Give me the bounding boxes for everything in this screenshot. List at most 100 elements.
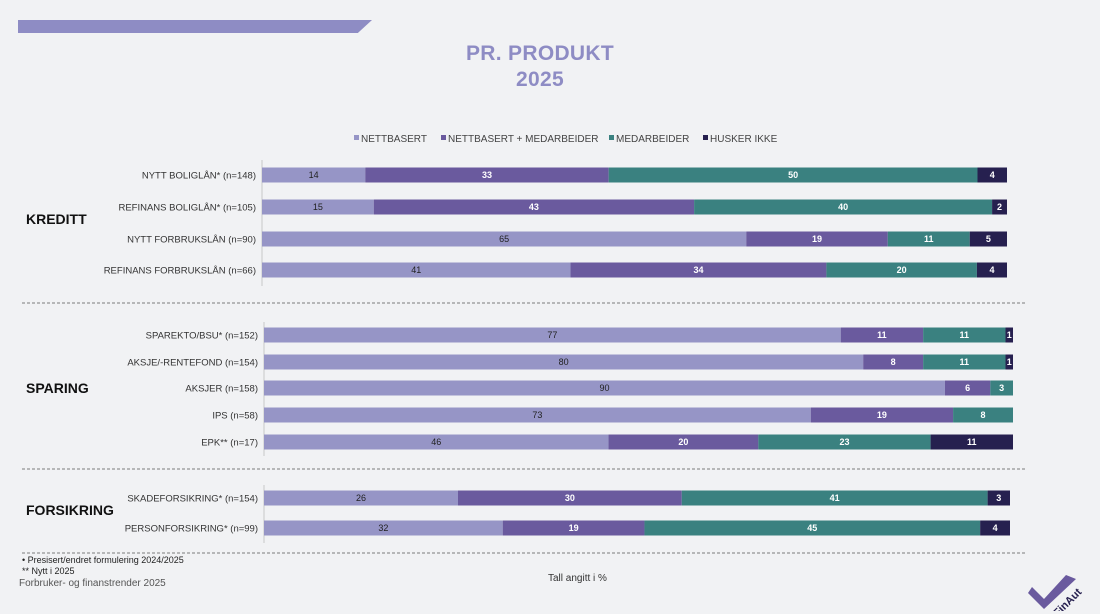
bar-segment bbox=[987, 490, 1010, 506]
data-label: 40 bbox=[838, 202, 848, 212]
bar-segment bbox=[923, 327, 1006, 343]
legend-swatch bbox=[609, 135, 614, 140]
data-label: 34 bbox=[693, 265, 703, 275]
data-label: 20 bbox=[897, 265, 907, 275]
legend-label: HUSKER IKKE bbox=[710, 134, 778, 145]
category-label: SPAREKTO/BSU* (n=152) bbox=[146, 331, 258, 342]
data-label: 50 bbox=[788, 170, 798, 180]
data-label: 41 bbox=[411, 265, 421, 275]
data-label: 15 bbox=[313, 202, 323, 212]
data-label: 1 bbox=[1007, 357, 1012, 367]
category-label: REFINANS FORBRUKSLÅN (n=66) bbox=[104, 266, 256, 277]
bar-segment bbox=[694, 199, 993, 215]
data-label: 8 bbox=[891, 357, 896, 367]
legend-swatch bbox=[441, 135, 446, 140]
data-label: 19 bbox=[812, 234, 822, 244]
legend-swatch bbox=[703, 135, 708, 140]
footnote-asterisk: • Presisert/endret formulering 2024/2025 bbox=[22, 555, 184, 565]
footnote-bullet: • bbox=[22, 555, 26, 565]
category-label: IPS (n=58) bbox=[212, 411, 258, 422]
data-label: 90 bbox=[599, 383, 609, 393]
bar-segment bbox=[262, 167, 366, 183]
bar-segment bbox=[681, 490, 988, 506]
bar-segment bbox=[923, 354, 1006, 370]
bar-segment bbox=[608, 434, 759, 450]
bar-segment bbox=[980, 520, 1010, 536]
footnote-2: ** Nytt i 2025 bbox=[22, 566, 75, 576]
chart-title: PR. PRODUKT bbox=[466, 42, 614, 65]
data-label: 4 bbox=[993, 523, 998, 533]
category-label: REFINANS BOLIGLÅN* (n=105) bbox=[118, 203, 256, 214]
bar-segment bbox=[969, 231, 1007, 247]
bar-segment bbox=[976, 262, 1007, 278]
finaut-logo: FinAut bbox=[1028, 575, 1084, 611]
bar-segment bbox=[457, 490, 682, 506]
category-label: AKSJER (n=158) bbox=[185, 384, 258, 395]
chart-subtitle: 2025 bbox=[516, 68, 564, 91]
brand-footer: Forbruker- og finanstrender 2025 bbox=[19, 578, 166, 589]
data-label: 11 bbox=[877, 330, 887, 340]
bar-segment bbox=[930, 434, 1013, 450]
bar-segment bbox=[1005, 327, 1013, 343]
footnote-1: Presisert/endret formulering 2024/2025 bbox=[27, 555, 184, 565]
data-label: 3 bbox=[999, 383, 1004, 393]
data-label: 11 bbox=[924, 234, 934, 244]
unit-note: Tall angitt i % bbox=[548, 573, 607, 584]
bar-segment bbox=[1005, 354, 1013, 370]
bar-segment bbox=[373, 199, 695, 215]
bar-segment bbox=[264, 490, 458, 506]
data-label: 23 bbox=[839, 437, 849, 447]
bar-segment bbox=[992, 199, 1007, 215]
bar-segment bbox=[264, 434, 609, 450]
category-label: NYTT BOLIGLÅN* (n=148) bbox=[142, 171, 256, 182]
bar-segment bbox=[810, 407, 954, 423]
bar-segment bbox=[264, 407, 811, 423]
data-label: 45 bbox=[807, 523, 817, 533]
group-label: FORSIKRING bbox=[26, 502, 114, 518]
category-label: PERSONFORSIKRING* (n=99) bbox=[125, 524, 258, 535]
bar-segment bbox=[264, 327, 841, 343]
data-label: 26 bbox=[356, 493, 366, 503]
bar-segment bbox=[502, 520, 645, 536]
data-label: 46 bbox=[431, 437, 441, 447]
data-label: 32 bbox=[378, 523, 388, 533]
data-label: 4 bbox=[989, 265, 994, 275]
data-label: 4 bbox=[990, 170, 995, 180]
data-label: 6 bbox=[965, 383, 970, 393]
bar-segment bbox=[840, 327, 924, 343]
data-label: 65 bbox=[499, 234, 509, 244]
data-label: 11 bbox=[967, 437, 977, 447]
bar-segment bbox=[746, 231, 888, 247]
bar-segment bbox=[887, 231, 970, 247]
data-label: 3 bbox=[996, 493, 1001, 503]
data-label: 33 bbox=[482, 170, 492, 180]
data-label: 5 bbox=[986, 234, 991, 244]
data-label: 2 bbox=[997, 202, 1002, 212]
top-accent-band bbox=[18, 20, 372, 33]
data-label: 41 bbox=[830, 493, 840, 503]
logo-check-mark bbox=[1028, 575, 1076, 609]
bar-segment bbox=[264, 520, 503, 536]
bar-segment bbox=[990, 380, 1013, 396]
bar-segment bbox=[644, 520, 981, 536]
category-label: NYTT FORBRUKSLÅN (n=90) bbox=[127, 235, 256, 246]
bar-segment bbox=[826, 262, 977, 278]
group-label: KREDITT bbox=[26, 211, 87, 227]
category-label: AKSJE/-RENTEFOND (n=154) bbox=[127, 358, 258, 369]
data-label: 73 bbox=[532, 410, 542, 420]
bar-segment bbox=[262, 262, 571, 278]
data-label: 77 bbox=[547, 330, 557, 340]
bar-segment bbox=[863, 354, 924, 370]
data-label: 8 bbox=[981, 410, 986, 420]
bar-segment bbox=[262, 231, 747, 247]
data-label: 19 bbox=[877, 410, 887, 420]
data-label: 11 bbox=[960, 330, 970, 340]
data-label: 19 bbox=[569, 523, 579, 533]
legend-label: NETTBASERT bbox=[361, 134, 427, 145]
group-label: SPARING bbox=[26, 380, 89, 396]
data-label: 1 bbox=[1007, 330, 1012, 340]
bar-segment bbox=[944, 380, 991, 396]
data-label: 14 bbox=[309, 170, 319, 180]
bar-segment bbox=[264, 354, 864, 370]
